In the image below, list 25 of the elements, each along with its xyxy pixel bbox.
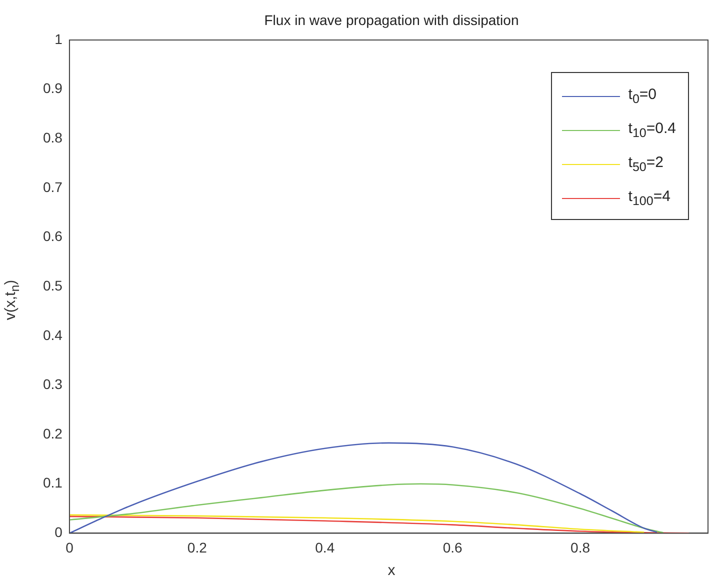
legend-label: t$_{10}$=0.4 [628,120,676,140]
y-tick-label: 0.6 [42,228,63,244]
x-axis-title: x [386,562,396,579]
x-tick-label: 0 [66,539,74,556]
x-tick-label: 0.8 [570,539,590,556]
y-tick-label: 0.7 [42,178,63,195]
x-tick-label: 0.6 [442,539,463,556]
y-tick-label: 0 [54,524,63,540]
chart-title: Flux in wave propagation with dissipation [263,12,520,28]
line-series [69,483,664,534]
y-tick-label: 0.4 [42,326,63,343]
y-tick-label: 0.9 [42,80,63,96]
y-tick-label: 0.1 [42,474,63,491]
line-series [69,514,645,533]
y-tick-label: 0.8 [42,130,63,146]
legend-label: t$_{50}$=2 [628,154,664,174]
x-tick-label: 0.4 [315,539,335,556]
x-tick-label: 0.2 [187,539,208,556]
line-series [69,442,658,534]
y-tick-label: 0.2 [42,425,63,442]
y-tick-label: 1 [54,30,63,47]
legend-label: t$_{0}$=0 [628,86,657,106]
legend-label: t$_{100}$=4 [628,188,670,208]
y-tick-label: 0.3 [42,376,63,392]
y-tick-label: 0.5 [42,277,63,294]
